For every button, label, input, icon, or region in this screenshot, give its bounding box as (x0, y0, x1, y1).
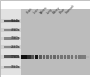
Text: Liver: Liver (32, 7, 40, 15)
Bar (4, 55, 19, 58)
Bar (4, 37, 19, 40)
Bar (67, 55, 70, 59)
Bar (1, 28, 21, 32)
Bar (35, 55, 38, 59)
Bar (1, 66, 21, 69)
Bar (4, 29, 19, 31)
Text: Heart: Heart (26, 7, 34, 15)
Text: 10kDa: 10kDa (11, 65, 20, 69)
Bar (84, 55, 86, 59)
Text: 17kDa: 17kDa (11, 55, 20, 59)
Bar (4, 46, 19, 48)
Bar (75, 55, 77, 59)
Bar (1, 19, 21, 23)
Bar (39, 55, 42, 59)
Bar (64, 55, 66, 59)
Bar (78, 55, 81, 59)
Bar (50, 55, 52, 59)
Text: Spleen: Spleen (39, 5, 48, 15)
Bar (81, 55, 84, 59)
Text: Stomach: Stomach (65, 3, 77, 15)
Bar (4, 66, 19, 68)
Bar (21, 55, 27, 59)
Text: Brain: Brain (59, 7, 67, 15)
Text: 26kDa: 26kDa (11, 45, 20, 49)
Text: Kidney: Kidney (52, 5, 61, 15)
Text: 43kDa: 43kDa (11, 28, 20, 32)
Bar (60, 55, 63, 59)
Bar (27, 55, 31, 59)
Bar (43, 55, 45, 59)
Text: Lung: Lung (45, 7, 53, 15)
Bar (71, 55, 73, 59)
FancyBboxPatch shape (21, 9, 90, 75)
Text: 55kDa: 55kDa (10, 19, 20, 23)
Bar (1, 55, 21, 59)
Text: 34kDa: 34kDa (11, 36, 20, 40)
Bar (31, 55, 34, 59)
Bar (1, 45, 21, 49)
Bar (46, 55, 49, 59)
FancyBboxPatch shape (0, 9, 21, 75)
Bar (57, 55, 59, 59)
Bar (53, 55, 56, 59)
Bar (1, 37, 21, 40)
Bar (4, 20, 19, 22)
